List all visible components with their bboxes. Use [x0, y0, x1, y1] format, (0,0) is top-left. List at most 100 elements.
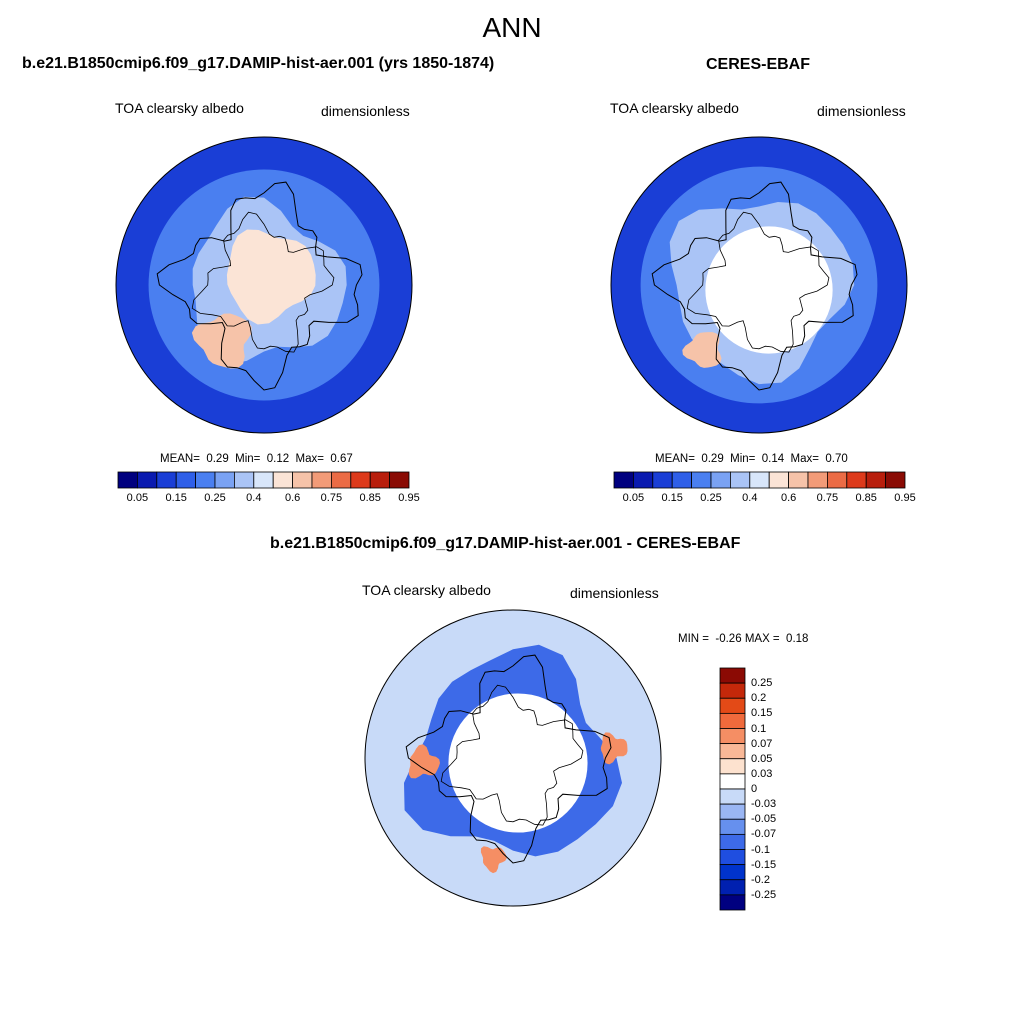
colorbar-tick-label: -0.05 [751, 813, 777, 826]
colorbar-tick-label: 0.05 [126, 492, 149, 504]
colorbar-box [827, 471, 848, 489]
map-field-positive-region [480, 846, 507, 874]
map-field-positive-region [600, 732, 628, 765]
colorbar-tick-label: -0.2 [751, 873, 770, 886]
colorbar-tick-label: 0.25 [751, 677, 773, 690]
colorbar-tick-label: 0.85 [855, 492, 877, 504]
colorbar-tick-label: -0.15 [751, 858, 777, 871]
colorbar-model [117, 471, 410, 489]
colorbar-box [885, 471, 906, 489]
colorbar-tick-label: 0.75 [816, 492, 839, 504]
colorbar-box [652, 471, 673, 489]
colorbar-tick-label: 0.05 [751, 752, 773, 765]
map-border-diff [364, 609, 662, 907]
colorbar-box [719, 728, 746, 745]
colorbar-box [389, 471, 410, 489]
map-coastline [686, 211, 830, 353]
colorbar-box [719, 712, 746, 729]
colorbar-box [195, 471, 216, 489]
map-border-model [115, 136, 413, 434]
panel-obs-stats: MEAN= 0.29 Min= 0.14 Max= 0.70 [655, 453, 848, 465]
colorbar-box [719, 833, 746, 850]
colorbar-box [350, 471, 371, 489]
colorbar-box [719, 849, 746, 866]
colorbar-box [719, 818, 746, 835]
colorbar-box [846, 471, 867, 489]
colorbar-tick-label: 0.95 [398, 492, 420, 504]
colorbar-tick-label: 0.6 [780, 492, 797, 504]
colorbar-tick-label: 0.85 [359, 492, 381, 504]
colorbar-box [613, 471, 634, 489]
colorbar-box [719, 743, 746, 760]
colorbar-tick-label: -0.25 [751, 888, 777, 901]
panel-obs-case-title: CERES-EBAF [706, 56, 811, 73]
colorbar-box [253, 471, 274, 489]
colorbar-tick-label: 0.6 [284, 492, 301, 504]
colorbar-box [807, 471, 828, 489]
colorbar-box [719, 879, 746, 896]
map-field-missing-polar [705, 226, 833, 354]
map-field-missing-polar [448, 693, 588, 833]
colorbar-tick-label: 0.4 [742, 492, 758, 504]
colorbar-tick-label: -0.07 [751, 828, 777, 841]
colorbar-tick-label: 0.03 [751, 767, 773, 780]
colorbar-box [865, 471, 887, 489]
colorbar-box [749, 471, 770, 489]
panel-model-variable: TOA clearsky albedo [115, 100, 244, 116]
colorbar-box [719, 788, 746, 805]
page-title: ANN [482, 12, 542, 43]
colorbar-tick-label: 0.25 [204, 492, 226, 504]
colorbar-box [633, 471, 654, 489]
map-model [116, 137, 412, 433]
map-field-positive-region [408, 744, 440, 779]
map-coastline [191, 211, 335, 353]
colorbar-box [671, 471, 693, 489]
colorbar-tick-label: 0.1 [751, 722, 767, 735]
colorbar-tick-label: 0.15 [165, 492, 187, 504]
panel-obs-units: dimensionless [817, 103, 906, 119]
colorbar-tick-label: 0.95 [894, 492, 916, 504]
colorbar-tick-label: -0.03 [751, 798, 777, 811]
colorbar-box [788, 471, 809, 489]
colorbar-box [719, 894, 746, 911]
colorbar-tick-label: 0.15 [751, 707, 773, 720]
colorbar-box [369, 471, 391, 489]
panel-diff-variable: TOA clearsky albedo [362, 582, 491, 598]
colorbar-tick-label: 0.07 [751, 737, 773, 750]
colorbar-box [719, 773, 746, 790]
map-diff [365, 610, 661, 906]
colorbar-box [214, 471, 235, 489]
map-field-arctic-ice [226, 229, 316, 325]
colorbar-tick-label: 0.75 [320, 492, 343, 504]
panel-diff-units: dimensionless [570, 585, 659, 601]
map-coastline [440, 684, 584, 826]
colorbar-obs [613, 471, 906, 489]
panel-model-case-title: b.e21.B1850cmip6.f09_g17.DAMIP-hist-aer.… [22, 55, 495, 72]
panel-model-stats: MEAN= 0.29 Min= 0.12 Max= 0.67 [160, 453, 353, 465]
colorbar-box [156, 471, 177, 489]
colorbar-box [136, 471, 158, 489]
colorbar-box [691, 471, 712, 489]
colorbar-tick-label: -0.1 [751, 843, 770, 856]
map-field-greenland [682, 332, 722, 368]
colorbar-tick-label: 0 [751, 783, 758, 795]
panel-model-units: dimensionless [321, 103, 410, 119]
colorbar-box [233, 471, 255, 489]
colorbar-box [768, 471, 790, 489]
colorbar-box [710, 471, 731, 489]
map-obs [611, 137, 907, 433]
colorbar-box [330, 471, 352, 489]
map-border-obs [610, 136, 908, 434]
colorbar-tick-label: 0.4 [246, 492, 262, 504]
colorbar-box [311, 471, 332, 489]
map-coastline [651, 181, 858, 391]
colorbar-box [719, 667, 746, 684]
colorbar-diff [719, 667, 746, 911]
colorbar-tick-label: 0.15 [661, 492, 683, 504]
colorbar-box [719, 682, 746, 699]
colorbar-box [117, 471, 138, 489]
map-coastline [405, 654, 612, 864]
colorbar-box [175, 471, 196, 489]
colorbar-box [272, 471, 294, 489]
